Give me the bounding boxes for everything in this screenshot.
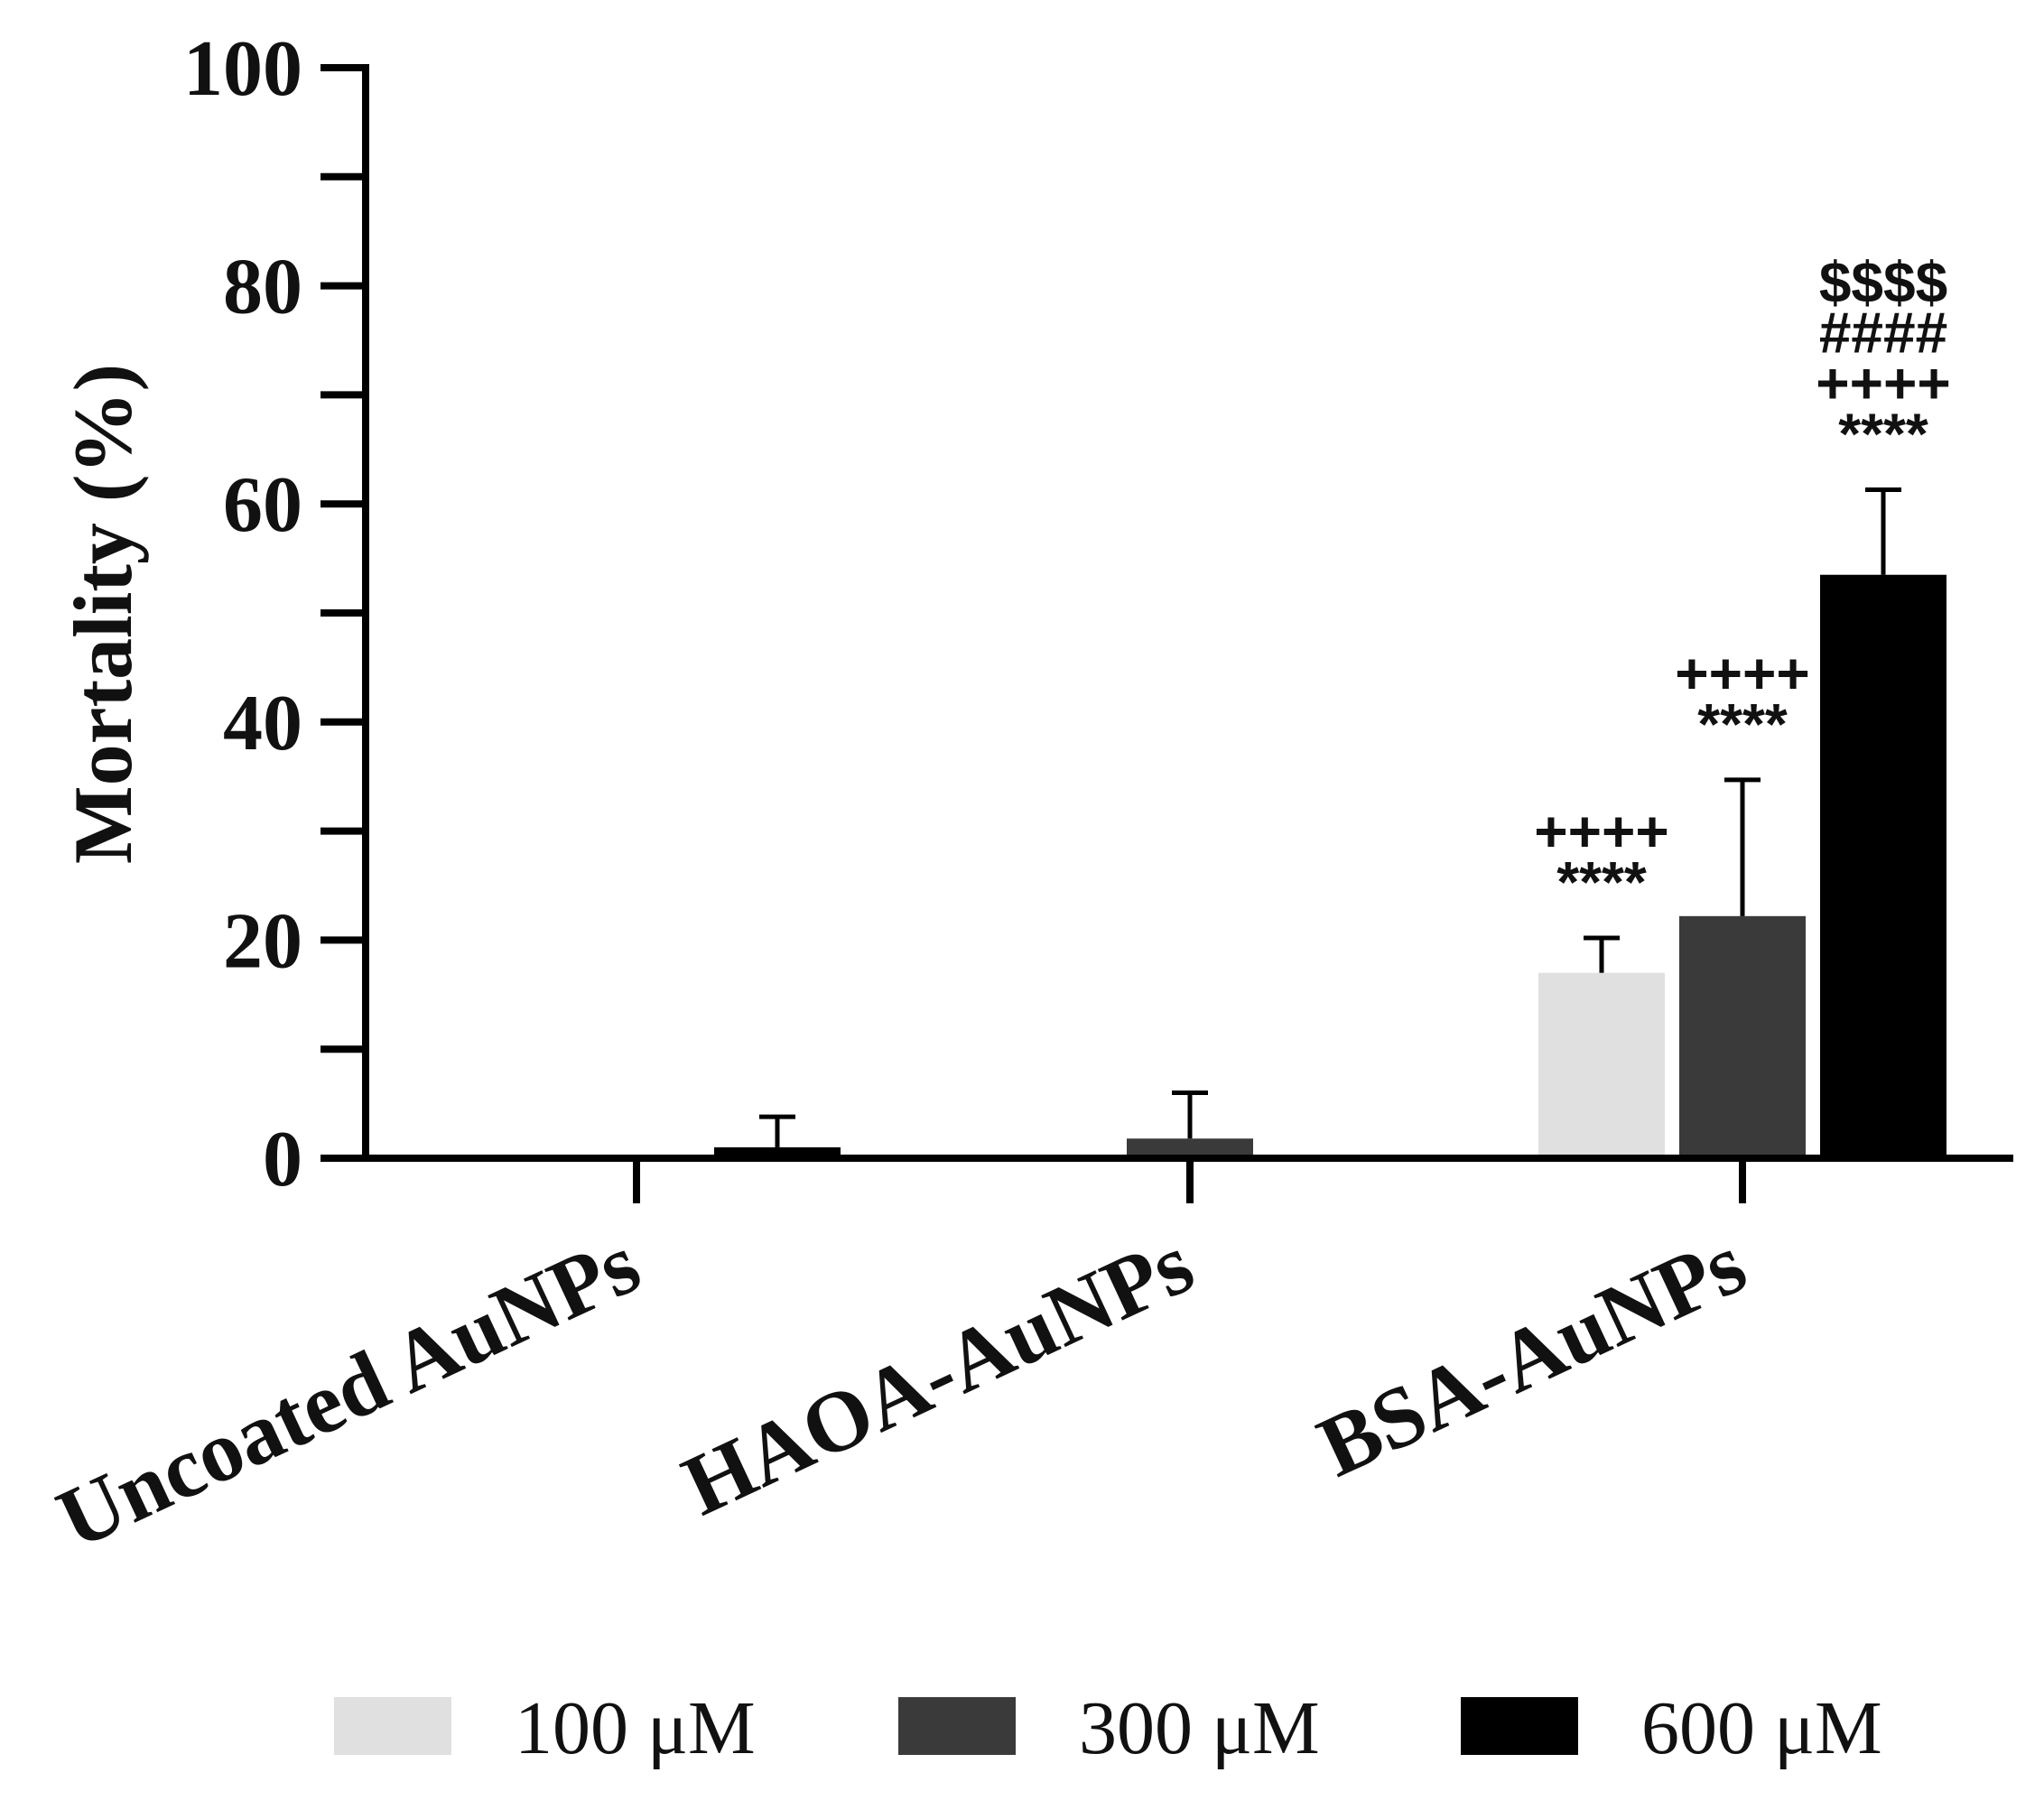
significance-label: ++++ bbox=[1816, 350, 1951, 415]
x-category-label: HAOA-AuNPs bbox=[669, 1214, 1207, 1534]
legend-label: 100 μM bbox=[515, 1686, 756, 1770]
x-category-label: BSA-AuNPs bbox=[1304, 1214, 1760, 1495]
y-tick-label: 80 bbox=[223, 244, 302, 331]
y-axis-ticks: 0 20 40 60 80 100 bbox=[183, 25, 366, 1203]
significance-label: **** bbox=[1697, 691, 1788, 756]
y-axis-title: Mortality (%) bbox=[57, 364, 149, 864]
bars-layer bbox=[714, 574, 1946, 1158]
significance-label: ++++ bbox=[1675, 641, 1810, 706]
bar bbox=[1538, 972, 1665, 1158]
significance-label: #### bbox=[1819, 300, 1947, 365]
x-axis-labels: Uncoated AuNPs HAOA-AuNPs BSA-AuNPs bbox=[43, 1214, 1760, 1567]
legend-label: 600 μM bbox=[1641, 1686, 1882, 1770]
significance-label: **** bbox=[1838, 401, 1928, 466]
significance-label: $$$$ bbox=[1819, 249, 1947, 314]
legend-label: 300 μM bbox=[1079, 1686, 1320, 1770]
significance-label: ++++ bbox=[1534, 799, 1669, 864]
y-tick-label: 100 bbox=[183, 25, 302, 113]
legend-swatch bbox=[334, 1697, 451, 1755]
significance-label: **** bbox=[1556, 849, 1647, 914]
x-axis-ticks bbox=[633, 1158, 1746, 1203]
significance-annotations: ****++++****++++****++++####$$$$ bbox=[1534, 249, 1951, 914]
x-category-label: Uncoated AuNPs bbox=[43, 1214, 654, 1567]
y-tick-label: 60 bbox=[223, 461, 302, 549]
y-tick-label: 40 bbox=[223, 680, 302, 767]
y-tick-label: 20 bbox=[223, 897, 302, 985]
error-bars-layer bbox=[759, 487, 1901, 1147]
bar bbox=[1127, 1138, 1253, 1158]
legend-swatch bbox=[898, 1697, 1016, 1755]
legend-swatch bbox=[1461, 1697, 1578, 1755]
y-tick-label: 0 bbox=[263, 1116, 302, 1203]
bar bbox=[1820, 574, 1946, 1158]
legend: 100 μM 300 μM 600 μM bbox=[334, 1686, 1882, 1770]
bar bbox=[1679, 915, 1806, 1158]
